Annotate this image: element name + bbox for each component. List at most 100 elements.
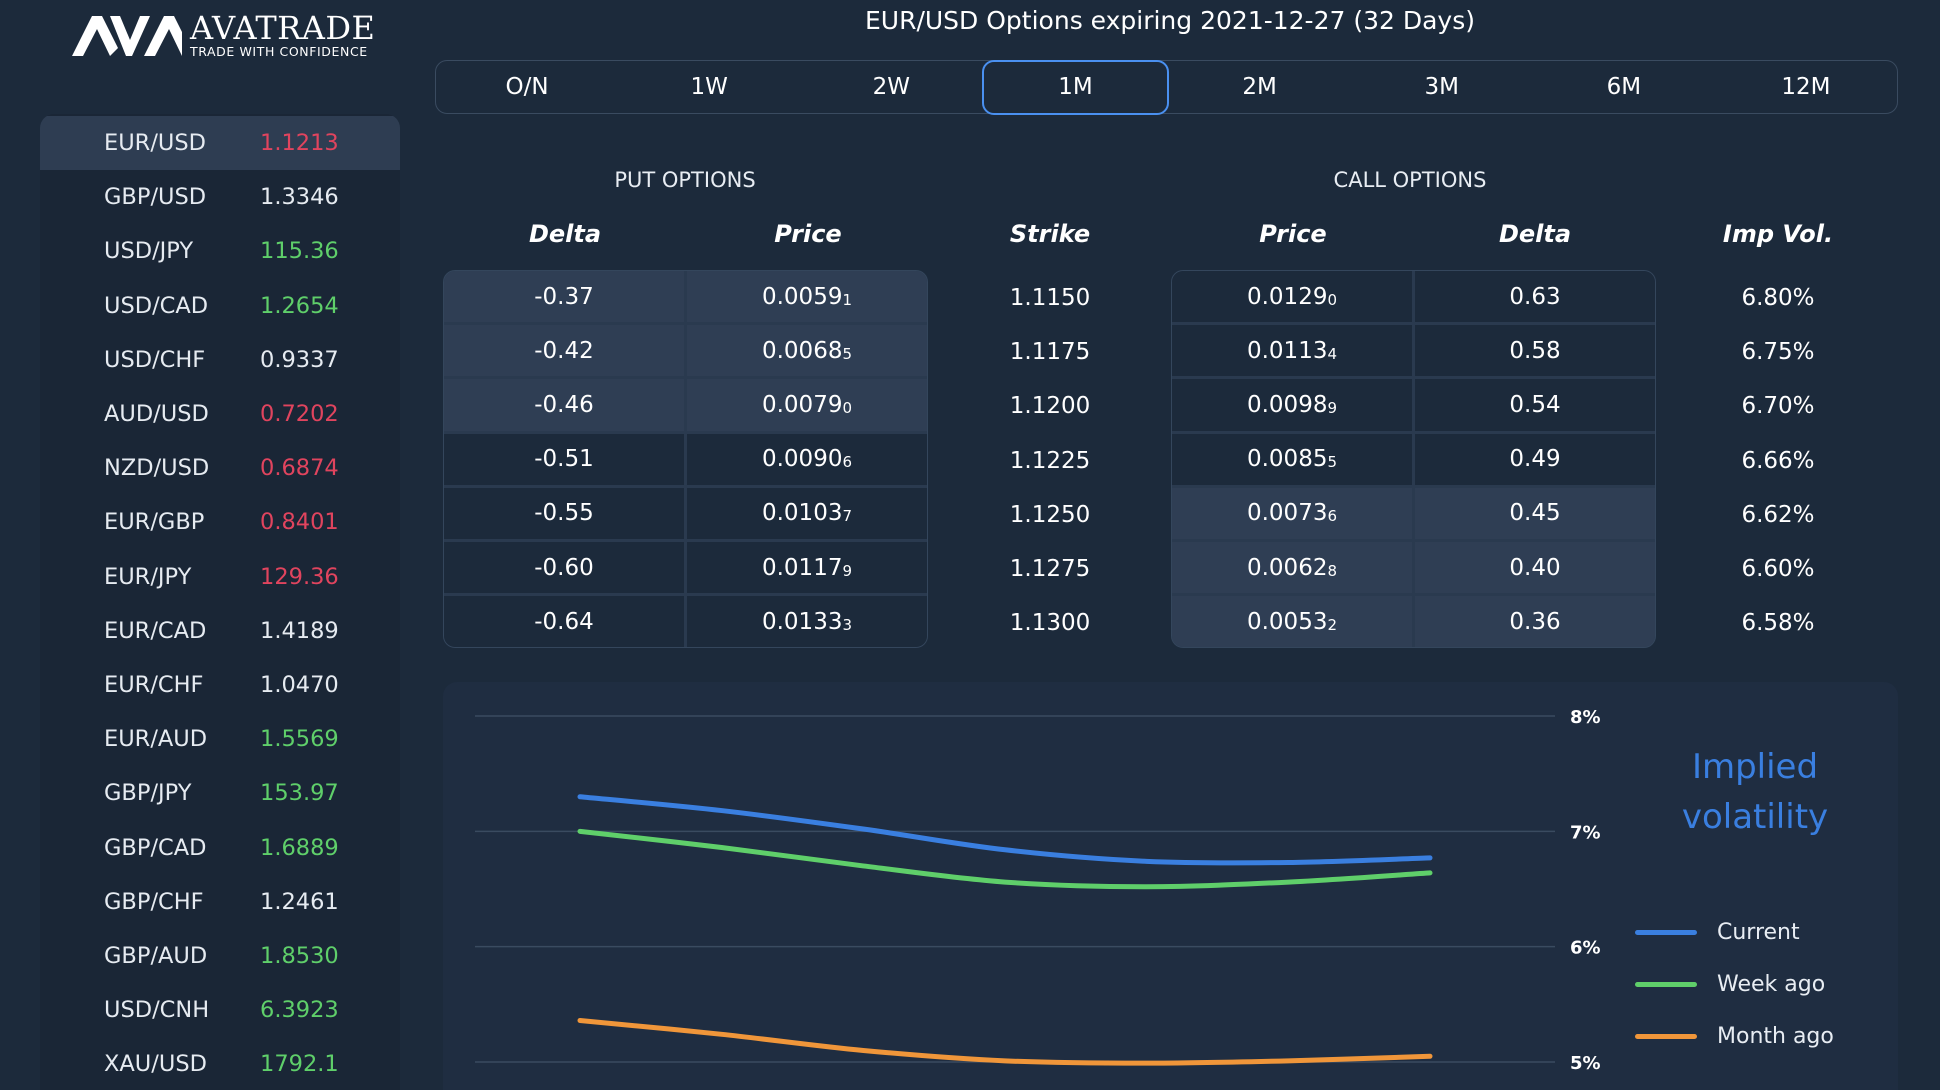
y-tick-label: 7% — [1570, 822, 1601, 843]
strike-cell: 1.1275 — [1009, 556, 1091, 583]
put-price-cell[interactable]: 0.0059 1 — [687, 271, 927, 323]
imp-vol-cell: 6.66% — [1741, 447, 1815, 474]
pair-row-gbp-jpy[interactable]: GBP/JPY 153.97 — [40, 766, 400, 820]
strike-cell: 1.1200 — [1009, 393, 1091, 420]
pair-name: EUR/CHF — [104, 671, 204, 698]
legend-item-week-ago[interactable]: Week ago — [1635, 969, 1825, 999]
put-delta-cell[interactable]: -0.60 — [444, 541, 684, 594]
pair-row-aud-usd[interactable]: AUD/USD 0.7202 — [40, 387, 400, 441]
tab-2m[interactable]: 2M — [1242, 74, 1277, 100]
call-delta-cell[interactable]: 0.49 — [1415, 433, 1655, 485]
pair-row-eur-usd[interactable]: EUR/USD 1.1213 — [40, 116, 400, 171]
tab-1m[interactable]: 1M — [982, 59, 1169, 115]
pair-row-eur-chf[interactable]: EUR/CHF 1.0470 — [40, 658, 400, 712]
call-price-cell[interactable]: 0.0129 0 — [1172, 271, 1412, 323]
put-price-cell-pip: 5 — [842, 344, 853, 363]
put-price-cell[interactable]: 0.0090 6 — [687, 433, 927, 485]
call-price-cell-value: 0.0098 — [1246, 391, 1328, 418]
call-price-cell[interactable]: 0.0113 4 — [1172, 325, 1412, 377]
put-delta-cell[interactable]: -0.64 — [444, 596, 684, 648]
call-delta-cell[interactable]: 0.58 — [1415, 325, 1655, 377]
put-price-cell-value: 0.0068 — [761, 337, 843, 364]
pair-name: EUR/CAD — [104, 617, 207, 644]
put-delta-cell[interactable]: -0.37 — [444, 271, 684, 323]
pair-price: 1.8530 — [260, 942, 339, 969]
pair-row-gbp-chf[interactable]: GBP/CHF 1.2461 — [40, 875, 400, 929]
pair-row-usd-cad[interactable]: USD/CAD 1.2654 — [40, 279, 400, 333]
imp-vol-cell: 6.58% — [1741, 610, 1815, 637]
call-price-cell[interactable]: 0.0062 8 — [1172, 541, 1412, 594]
call-delta-cell[interactable]: 0.54 — [1415, 379, 1655, 431]
put-delta-cell[interactable]: -0.42 — [444, 325, 684, 377]
tab-6m[interactable]: 6M — [1606, 74, 1642, 100]
legend-label: Month ago — [1717, 1023, 1834, 1049]
pair-row-xau-usd[interactable]: XAU/USD 1792.1 — [40, 1037, 400, 1090]
call-delta-cell[interactable]: 0.45 — [1415, 487, 1655, 539]
call-price-cell-value: 0.0129 — [1246, 283, 1328, 310]
pair-row-eur-gbp[interactable]: EUR/GBP 0.8401 — [40, 495, 400, 549]
call-price-cell[interactable]: 0.0073 6 — [1172, 487, 1412, 539]
pair-price: 1.3346 — [260, 184, 339, 211]
call-delta-cell-value: 0.58 — [1509, 337, 1561, 364]
pair-price: 0.7202 — [260, 401, 339, 428]
pair-name: USD/JPY — [104, 238, 194, 265]
call-price-cell-pip: 5 — [1327, 453, 1338, 472]
pair-name: EUR/AUD — [104, 726, 208, 753]
legend-item-month-ago[interactable]: Month ago — [1635, 1021, 1834, 1051]
pair-price: 1.2654 — [260, 292, 339, 319]
pair-row-eur-aud[interactable]: EUR/AUD 1.5569 — [40, 712, 400, 766]
pair-row-usd-cnh[interactable]: USD/CNH 6.3923 — [40, 983, 400, 1037]
legend-item-current[interactable]: Current — [1635, 917, 1800, 947]
currency-pair-list: EUR/USD 1.1213 GBP/USD 1.3346 USD/JPY 115.36 U… — [40, 114, 400, 1090]
avatrade-logo[interactable]: AVATRADE TRADE WITH CONFIDENCE — [72, 10, 375, 60]
put-delta-cell-value: -0.51 — [534, 446, 594, 473]
put-price-cell[interactable]: 0.0103 7 — [687, 487, 927, 539]
tab-3m[interactable]: 3M — [1424, 74, 1459, 100]
call-price-cell-value: 0.0053 — [1246, 608, 1328, 635]
pair-name: NZD/USD — [104, 455, 210, 482]
imp-vol-cell: 6.75% — [1741, 339, 1815, 366]
put-price-cell[interactable]: 0.0133 3 — [687, 596, 927, 648]
put-price-cell-value: 0.0059 — [761, 283, 843, 310]
put-delta-cell[interactable]: -0.46 — [444, 379, 684, 431]
avatrade-logo-icon — [72, 16, 182, 56]
pair-row-usd-chf[interactable]: USD/CHF 0.9337 — [40, 333, 400, 387]
pair-row-usd-jpy[interactable]: USD/JPY 115.36 — [40, 224, 400, 278]
put-price-cell-pip: 7 — [842, 507, 853, 526]
tab-1w[interactable]: 1W — [690, 74, 728, 100]
call-delta-cell[interactable]: 0.63 — [1415, 271, 1655, 323]
pair-name: USD/CAD — [104, 292, 209, 319]
strike-column-header: Strike — [1009, 220, 1091, 248]
call-delta-cell[interactable]: 0.36 — [1415, 596, 1655, 648]
call-price-cell-value: 0.0062 — [1246, 554, 1328, 581]
strike-cell: 1.1300 — [1009, 610, 1091, 637]
pair-row-eur-cad[interactable]: EUR/CAD 1.4189 — [40, 604, 400, 658]
put-price-cell[interactable]: 0.0068 5 — [687, 325, 927, 377]
pair-name: EUR/JPY — [104, 563, 192, 590]
pair-row-gbp-usd[interactable]: GBP/USD 1.3346 — [40, 170, 400, 224]
pair-row-gbp-aud[interactable]: GBP/AUD 1.8530 — [40, 929, 400, 983]
tab-2w[interactable]: 2W — [872, 74, 910, 100]
imp-vol-cell: 6.60% — [1741, 556, 1815, 583]
pair-name: XAU/USD — [104, 1051, 207, 1078]
put-price-cell[interactable]: 0.0079 0 — [687, 379, 927, 431]
pair-row-nzd-usd[interactable]: NZD/USD 0.6874 — [40, 441, 400, 495]
call-price-cell[interactable]: 0.0085 5 — [1172, 433, 1412, 485]
series-line-current — [577, 794, 1433, 866]
tab-12m[interactable]: 12M — [1781, 74, 1831, 100]
tab-on[interactable]: O/N — [505, 74, 549, 100]
pair-row-eur-jpy[interactable]: EUR/JPY 129.36 — [40, 550, 400, 604]
put-delta-cell[interactable]: -0.55 — [444, 487, 684, 539]
put-delta-cell[interactable]: -0.51 — [444, 433, 684, 485]
call-delta-cell[interactable]: 0.40 — [1415, 541, 1655, 594]
pair-row-gbp-cad[interactable]: GBP/CAD 1.6889 — [40, 820, 400, 874]
y-tick-label: 8% — [1570, 707, 1601, 728]
put-price-cell[interactable]: 0.0117 9 — [687, 541, 927, 594]
imp-vol-column: 6.80% 6.75% 6.70% 6.66% 6.62% 6.60% 6.58% — [1658, 271, 1898, 650]
put-delta-cell-value: -0.64 — [534, 608, 594, 635]
pair-name: GBP/USD — [104, 184, 207, 211]
call-price-cell[interactable]: 0.0053 2 — [1172, 596, 1412, 648]
call-price-cell[interactable]: 0.0098 9 — [1172, 379, 1412, 431]
put-price-cell-pip: 0 — [842, 398, 853, 417]
